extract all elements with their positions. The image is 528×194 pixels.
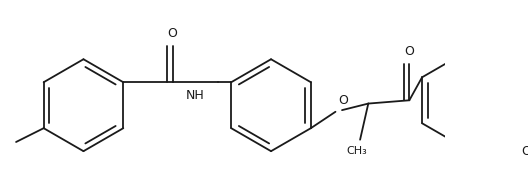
Text: NH: NH [186, 89, 205, 102]
Text: O: O [404, 45, 414, 58]
Text: CH₃: CH₃ [346, 146, 367, 156]
Text: O: O [339, 94, 348, 107]
Text: O: O [167, 27, 177, 40]
Text: O: O [521, 145, 528, 158]
